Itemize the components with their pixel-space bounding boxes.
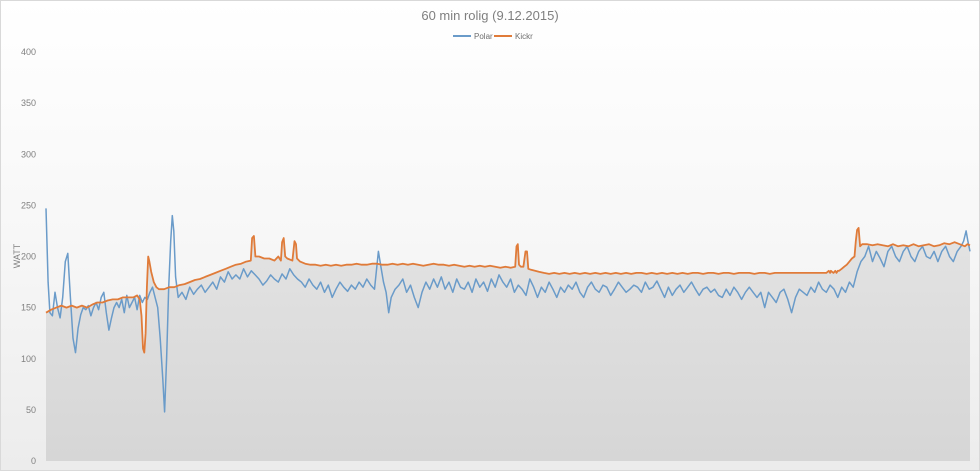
y-tick-label-0: 0: [31, 456, 36, 466]
y-tick-label-100: 100: [21, 354, 36, 364]
y-axis-ticks: 0 50 100 150 200 250 300 350 400: [21, 47, 36, 466]
kickr-series-line: [45, 227, 971, 354]
y-tick-label-150: 150: [21, 303, 36, 313]
kickr-area: [46, 227, 970, 461]
y-axis-title: WATT: [12, 243, 22, 268]
y-tick-label-200: 200: [21, 252, 36, 262]
legend: Polar Kickr: [453, 32, 533, 41]
y-tick-label-50: 50: [26, 405, 36, 415]
polar-series-line: [45, 208, 971, 413]
y-tick-label-250: 250: [21, 200, 36, 210]
legend-label-kickr: Kickr: [515, 32, 533, 41]
chart-title: 60 min rolig (9.12.2015): [421, 8, 558, 23]
y-tick-label-350: 350: [21, 98, 36, 108]
plot-area: [45, 208, 971, 461]
y-tick-label-300: 300: [21, 149, 36, 159]
legend-label-polar: Polar: [474, 32, 493, 41]
y-tick-label-400: 400: [21, 47, 36, 57]
